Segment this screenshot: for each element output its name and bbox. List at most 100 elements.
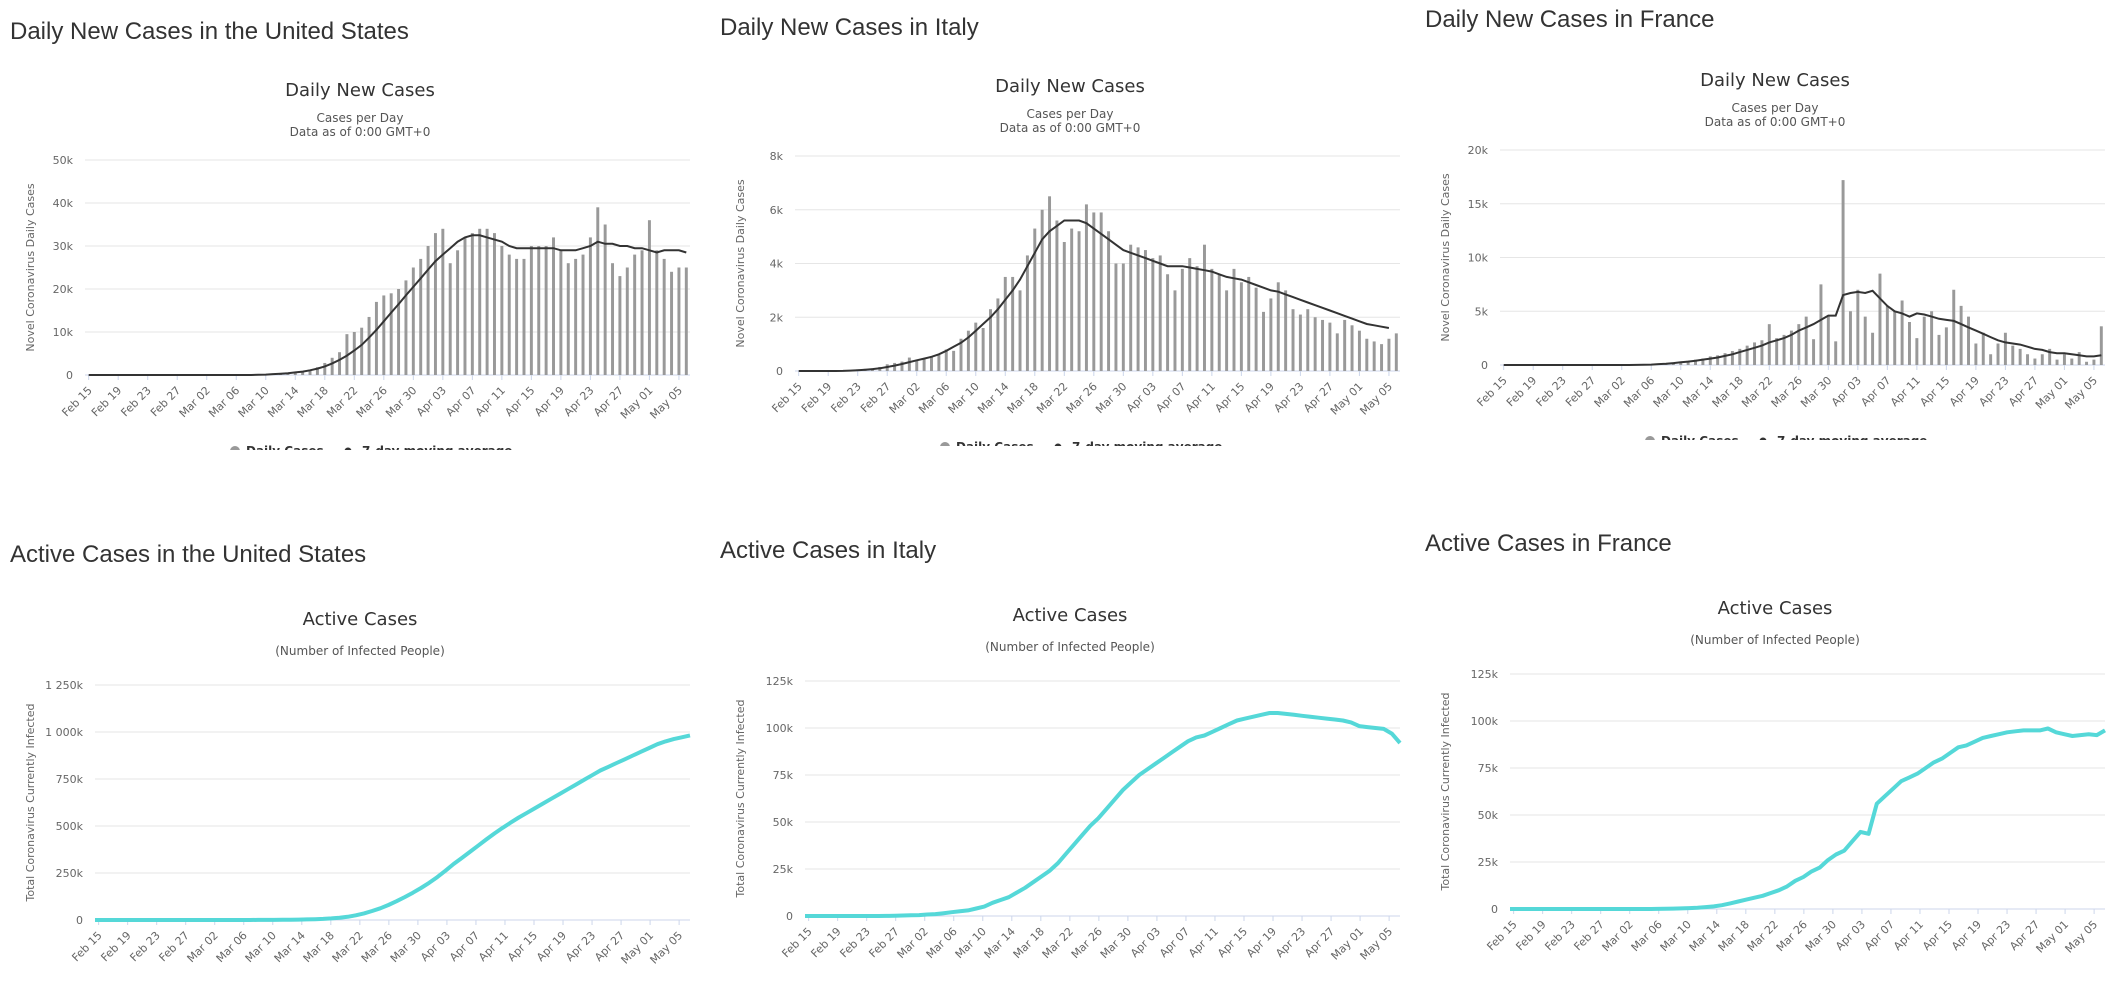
bar (907, 357, 911, 371)
chart-title: Daily New Cases (285, 80, 435, 101)
legend-marker-daily (1645, 436, 1655, 440)
y-tick-label: 750k (56, 773, 84, 786)
bar (1885, 305, 1889, 365)
legend-label-active: Currently Infected (1026, 980, 1150, 981)
bar (1826, 316, 1830, 365)
x-tick-label: Mar 30 (1093, 380, 1129, 416)
bar (411, 267, 415, 375)
x-tick-label: Mar 06 (924, 925, 960, 961)
bar (1129, 244, 1133, 371)
bar (1343, 319, 1347, 371)
bar (1335, 333, 1339, 371)
bar (1708, 356, 1712, 365)
bar (1365, 338, 1369, 371)
x-tick-label: Feb 27 (858, 380, 893, 415)
bar (944, 349, 948, 371)
legend-label-daily: Daily Cases (246, 444, 324, 450)
x-tick-label: Mar 18 (1005, 380, 1041, 416)
bar (1848, 311, 1852, 365)
x-tick-label: Apr 15 (505, 929, 540, 964)
bar (500, 246, 504, 375)
x-tick-label: Mar 18 (295, 384, 331, 420)
x-tick-label: Mar 30 (1803, 918, 1839, 954)
bar (1372, 341, 1376, 371)
bar (670, 271, 674, 375)
bar (389, 293, 393, 375)
legend-marker-average (1759, 437, 1767, 440)
bar (301, 371, 305, 375)
bar (662, 258, 666, 375)
legend-label-average: 7-day moving average (1072, 440, 1222, 446)
chart-subtitle: Cases per Day (1732, 101, 1819, 115)
bar (1819, 284, 1823, 365)
bar (433, 233, 437, 375)
bar (1262, 311, 1265, 371)
bar (633, 254, 637, 375)
x-tick-label: Feb 15 (69, 929, 104, 964)
bar (1269, 298, 1273, 371)
x-tick-label: Apr 23 (1271, 380, 1306, 415)
x-tick-label: Mar 06 (916, 380, 952, 416)
y-tick-label: 0 (786, 910, 793, 923)
bar (1380, 344, 1384, 371)
x-tick-label: Mar 18 (1716, 918, 1752, 954)
bar (323, 362, 327, 375)
x-tick-label: Feb 27 (1563, 374, 1598, 409)
panel-heading: Daily New Cases in Italy (720, 14, 979, 41)
bar (1225, 290, 1229, 371)
bar (1701, 358, 1705, 365)
bar (1313, 317, 1317, 371)
x-tick-label: Mar 14 (265, 384, 301, 420)
y-tick-label: 5k (1475, 305, 1489, 318)
bar (1092, 212, 1096, 371)
bar (1930, 311, 1934, 365)
x-tick-label: Mar 30 (388, 929, 424, 965)
x-tick-label: Mar 10 (1651, 374, 1687, 410)
x-tick-label: Feb 23 (837, 925, 872, 960)
bar (404, 280, 408, 375)
x-tick-label: Mar 18 (1011, 925, 1047, 961)
x-tick-label: Feb 23 (828, 380, 863, 415)
panel-italy-daily: Daily New Cases in Italy Daily New Cases… (710, 6, 1410, 446)
bar (559, 250, 563, 375)
bar (1775, 338, 1779, 365)
bar (374, 301, 378, 375)
x-tick-label: Mar 22 (330, 929, 366, 965)
x-tick-label: Mar 30 (1098, 925, 1134, 961)
bar (1350, 325, 1354, 371)
bar (1944, 327, 1948, 365)
x-tick-label: Mar 02 (887, 380, 923, 416)
chart-subtitle: Cases per Day (1027, 107, 1114, 121)
y-tick-label: 500k (56, 820, 84, 833)
x-tick-label: Mar 26 (359, 929, 395, 965)
bar (1143, 250, 1147, 371)
y-tick-label: 10k (53, 326, 74, 339)
x-tick-label: Apr 19 (1244, 925, 1279, 960)
x-tick-label: Mar 10 (946, 380, 982, 416)
y-tick-label: 0 (776, 365, 783, 378)
bar (647, 220, 651, 375)
bar (2033, 358, 2037, 365)
bar (419, 258, 423, 375)
y-tick-label: 1 250k (45, 679, 83, 692)
bar (1686, 360, 1690, 365)
bar (581, 254, 585, 375)
x-tick-label: Apr 15 (502, 384, 537, 419)
bar (382, 295, 386, 375)
bar (677, 267, 681, 375)
bar (1856, 289, 1860, 365)
y-tick-label: 100k (766, 722, 794, 735)
bar (1107, 231, 1111, 371)
bar (2077, 352, 2081, 365)
bar (1878, 273, 1882, 365)
x-tick-label: Feb 15 (1474, 374, 1509, 409)
bar (1357, 330, 1361, 371)
bar (360, 327, 364, 375)
x-tick-label: Apr 11 (1183, 380, 1218, 415)
x-tick-label: Mar 26 (1774, 918, 1810, 954)
x-tick-label: Apr 03 (1124, 380, 1159, 415)
bar (478, 228, 482, 375)
bar (1328, 322, 1332, 371)
bar (1217, 274, 1221, 371)
